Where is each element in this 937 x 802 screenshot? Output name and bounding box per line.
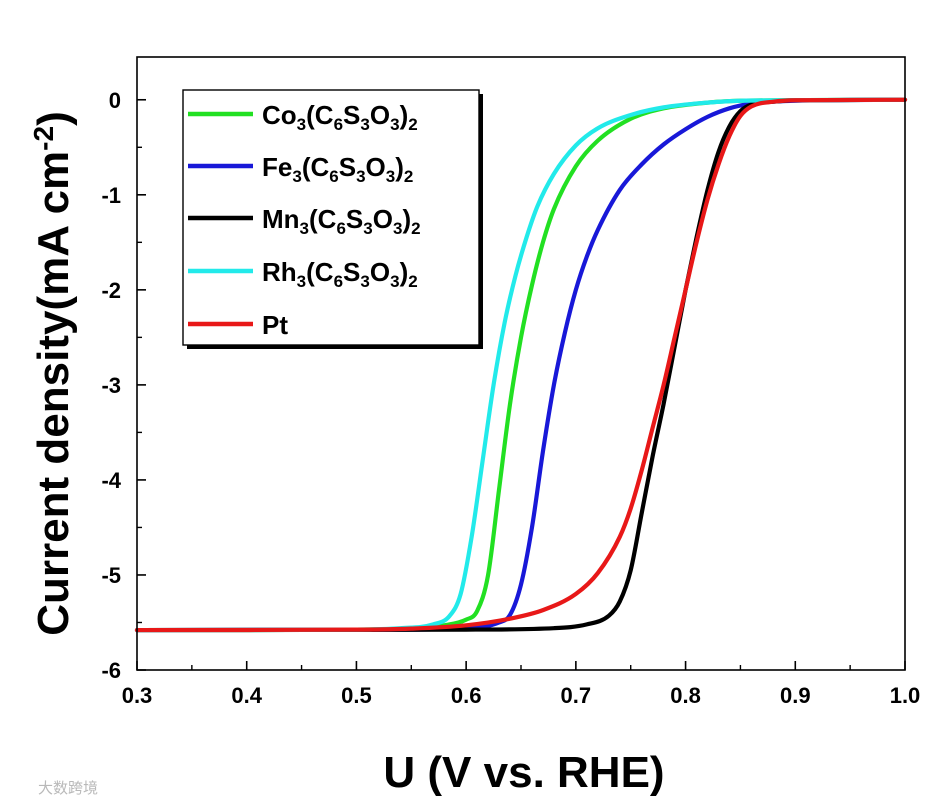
y-tick-label: -1 — [101, 183, 121, 208]
x-tick-label: 0.5 — [341, 683, 372, 708]
x-tick-label: 0.6 — [451, 683, 482, 708]
legend-items: Co3(C6S3O3)2 Fe3(C6S3O3)2 Mn3(C6S3O3)2 Rh3(… — [188, 100, 421, 340]
x-tick-labels: 0.3 0.4 0.5 0.6 0.7 0.8 0.9 1.0 — [122, 683, 921, 708]
y-tick-label: -2 — [101, 278, 121, 303]
legend-item: Pt — [188, 310, 288, 340]
y-tick-label: -4 — [101, 468, 121, 493]
watermark: 大数跨境 — [38, 779, 98, 797]
legend-label: Mn3(C6S3O3)2 — [262, 204, 421, 238]
x-tick-label: 0.4 — [231, 683, 262, 708]
legend-item: Mn3(C6S3O3)2 — [188, 204, 421, 238]
legend: Co3(C6S3O3)2 Fe3(C6S3O3)2 Mn3(C6S3O3)2 Rh3(… — [182, 89, 483, 349]
series-layer — [134, 97, 908, 633]
y-axis-title: Current density(mA cm-2) — [28, 111, 79, 635]
y-axis-title-main: Current density(mA cm — [29, 151, 78, 636]
legend-label: Fe3(C6S3O3)2 — [262, 152, 413, 186]
x-axis-title: U (V vs. RHE) — [383, 748, 664, 797]
axis-ticks — [136, 98, 906, 671]
y-tick-label: -6 — [101, 658, 121, 683]
y-axis-title-close: ) — [29, 111, 78, 126]
y-tick-label: 0 — [109, 88, 121, 113]
watermark-text: 大数跨境 — [38, 779, 98, 797]
x-tick-label: 0.8 — [670, 683, 701, 708]
plot-frame — [136, 56, 906, 671]
x-tick-label: 1.0 — [890, 683, 921, 708]
legend-item: Co3(C6S3O3)2 — [188, 100, 418, 134]
legend-item: Fe3(C6S3O3)2 — [188, 152, 413, 186]
series-line-rh3-c6s3o3-2 — [134, 97, 908, 633]
series-line-pt — [134, 97, 908, 633]
y-tick-label: -3 — [101, 373, 121, 398]
x-tick-label: 0.9 — [780, 683, 811, 708]
legend-label: Co3(C6S3O3)2 — [262, 100, 418, 134]
legend-label: Rh3(C6S3O3)2 — [262, 257, 418, 291]
series-line-fe3-c6s3o3-2 — [134, 97, 908, 633]
y-axis-title-superscript: -2 — [28, 126, 59, 151]
legend-item: Rh3(C6S3O3)2 — [188, 257, 418, 291]
x-tick-label: 0.3 — [122, 683, 153, 708]
legend-label: Pt — [262, 310, 288, 340]
y-tick-label: -5 — [101, 563, 121, 588]
x-tick-label: 0.7 — [561, 683, 592, 708]
y-tick-labels: 0 -1 -2 -3 -4 -5 -6 — [101, 88, 121, 683]
